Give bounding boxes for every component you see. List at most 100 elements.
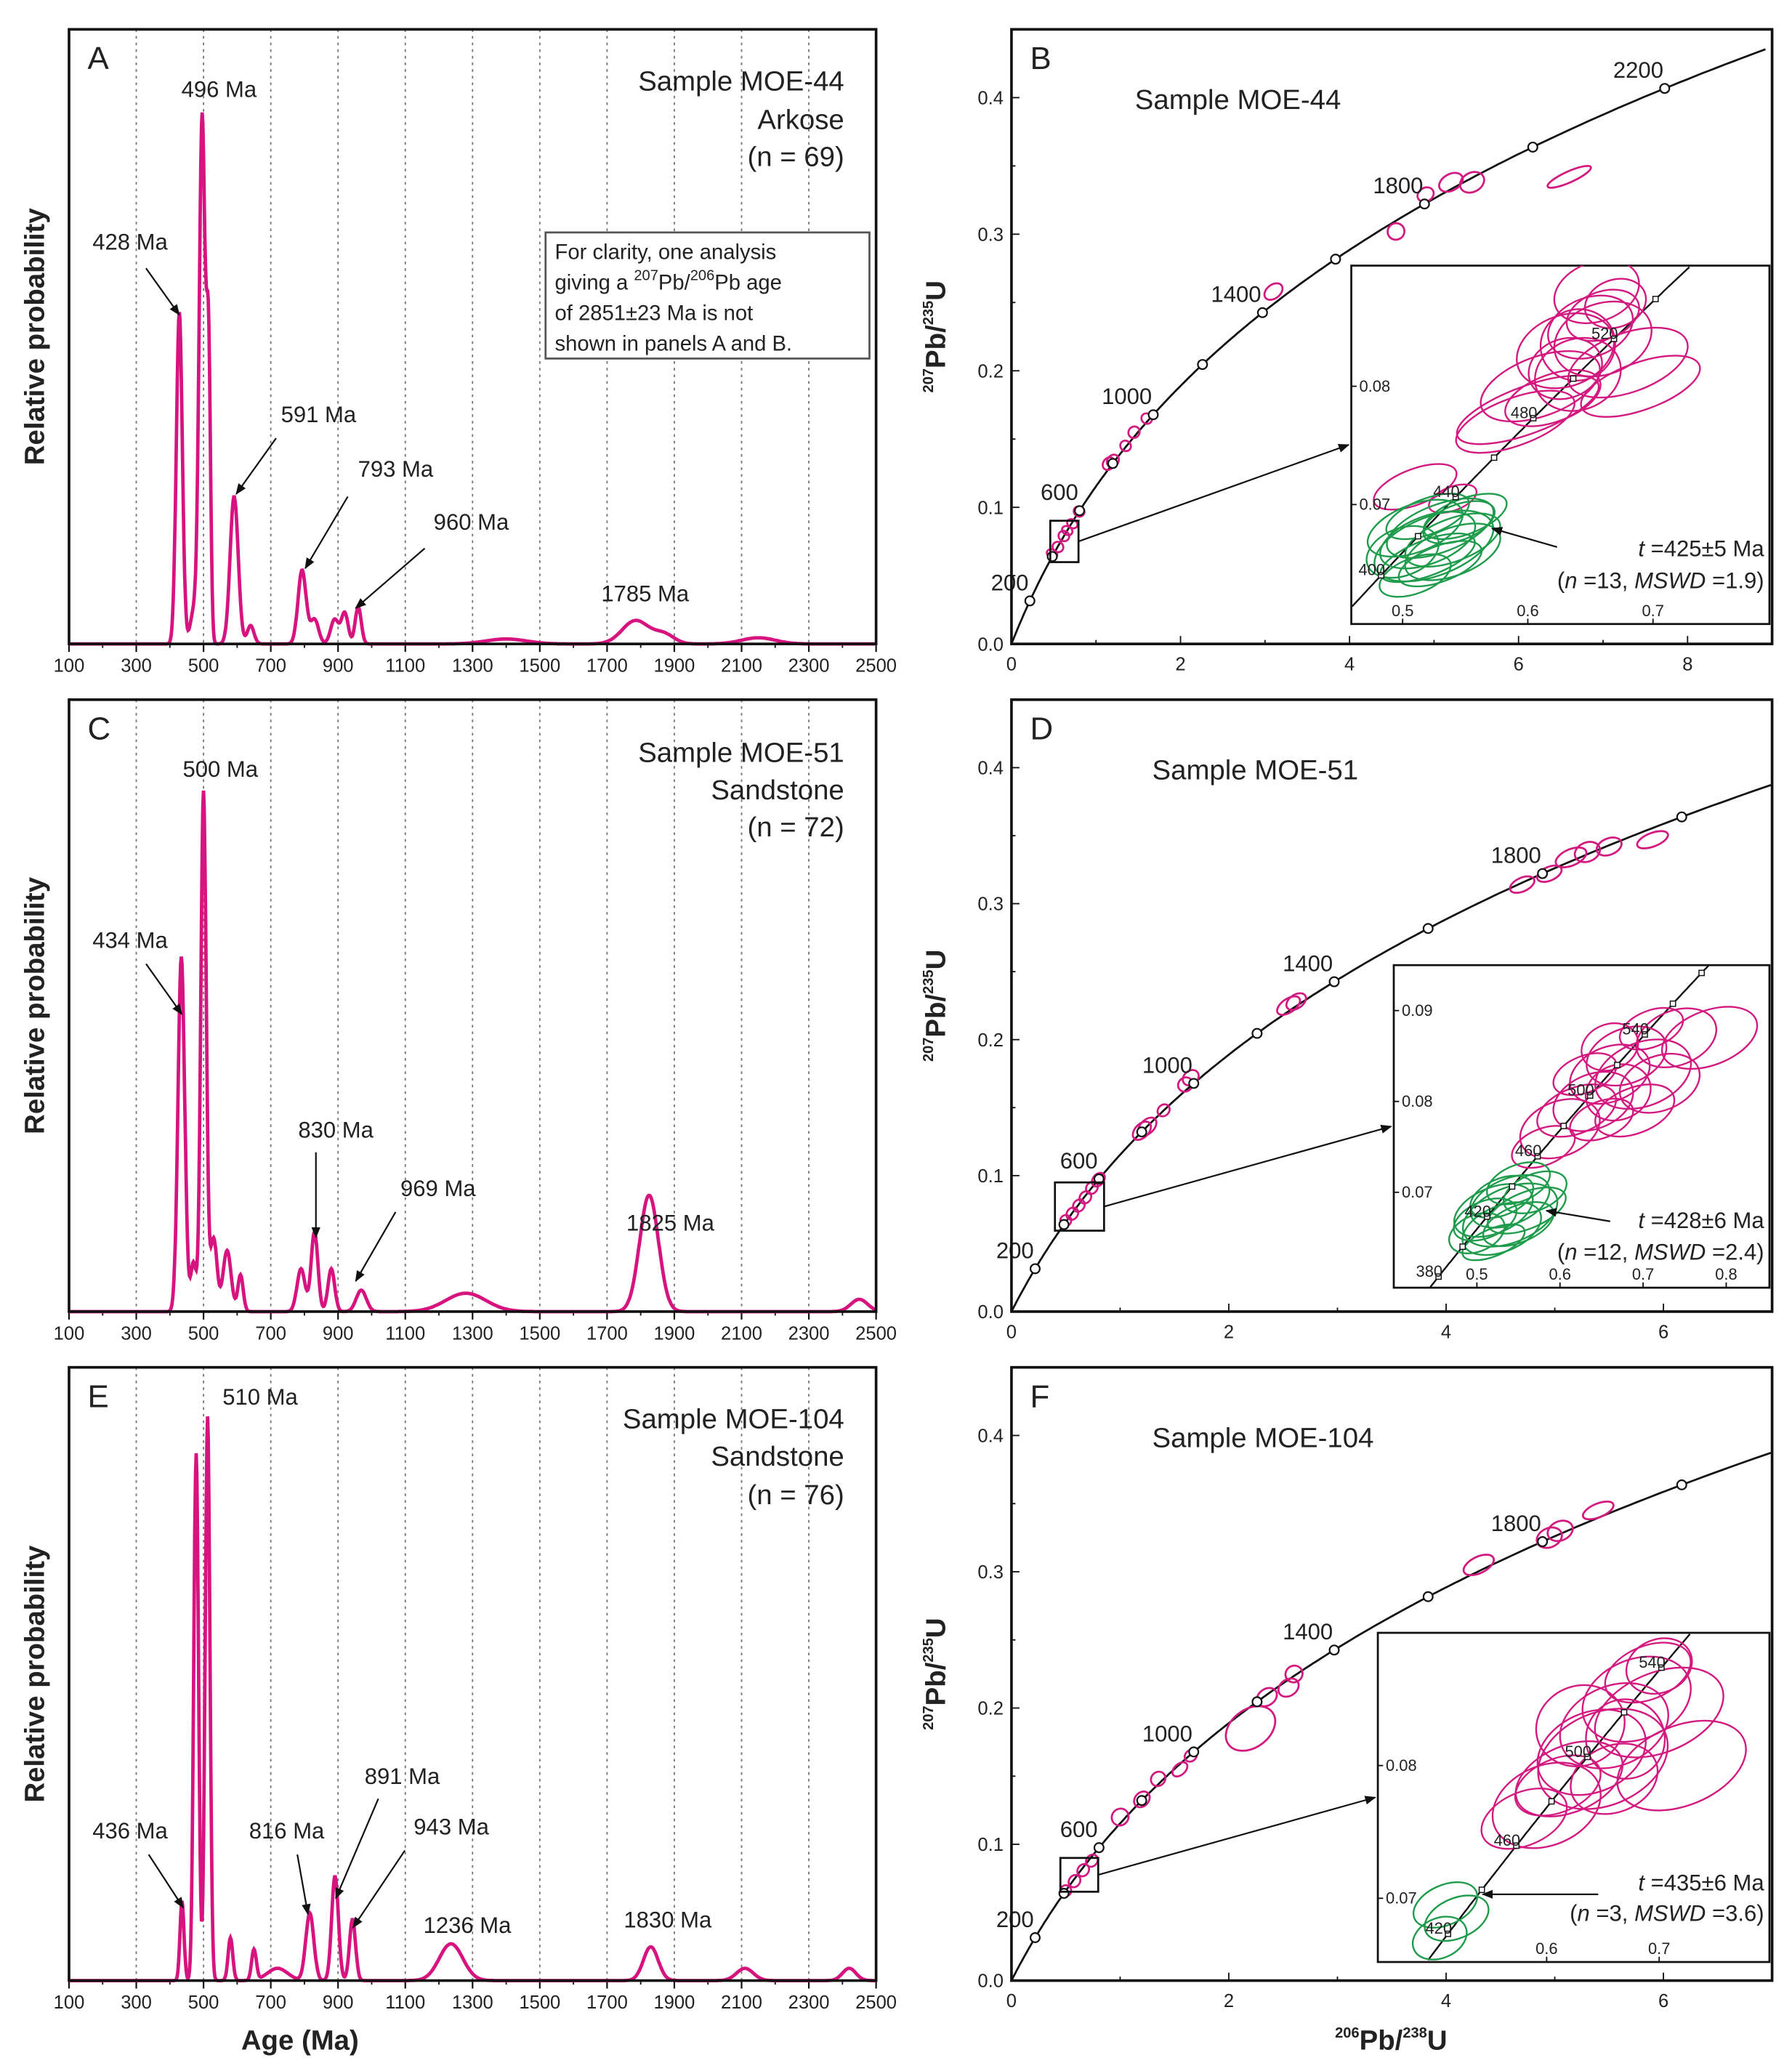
age-marker <box>1418 198 1430 210</box>
green-error-ellipse <box>1487 1186 1567 1235</box>
age-marker <box>1537 868 1549 879</box>
age-marker <box>1136 1126 1147 1138</box>
panel-e: 100 300 500 700 900 1100 1300 1500 1700 1900 2100 2… <box>19 1365 897 2013</box>
concordia-age-label: 2200 <box>1613 57 1663 83</box>
concordia-age-label: 600 <box>1041 480 1078 505</box>
error-ellipse <box>1285 992 1307 1012</box>
magenta-error-ellipse <box>1553 300 1652 378</box>
inset-age-marker <box>1534 1152 1541 1160</box>
magenta-error-ellipse <box>1455 389 1575 454</box>
error-ellipse <box>1387 222 1405 241</box>
age-marker <box>1537 1536 1549 1548</box>
panel-label: D <box>1030 711 1053 747</box>
plot-frame <box>68 698 878 1313</box>
x-tick-label: 4 <box>1344 655 1355 675</box>
inset-x-tick-label: 0.6 <box>1535 1939 1557 1958</box>
inset-y-tick-label: 0.09 <box>1402 1001 1433 1020</box>
inset-age-marker <box>1484 1213 1490 1220</box>
inset-y-tick-label: 0.08 <box>1386 1756 1417 1775</box>
y-tick-label: 0.4 <box>977 759 1004 779</box>
error-ellipse <box>1119 440 1132 453</box>
inset-y-tick-label: 0.07 <box>1360 496 1391 514</box>
concordia-age-label: 1400 <box>1283 1619 1333 1644</box>
concordia-curve <box>1010 784 1772 1312</box>
age-marker <box>1074 505 1086 517</box>
y-tick-label: 0.4 <box>977 88 1004 108</box>
panel-b: 0 2 4 6 8 0.0 0.1 0.2 0.3 0.4 207Pb/235U 200 600 1000… <box>921 28 1774 675</box>
inset-age-label: 420 <box>1425 1919 1452 1937</box>
x-tick-label: 700 <box>255 1323 286 1344</box>
peak-age-label: 510 Ma <box>222 1384 298 1410</box>
x-tick-label: 1700 <box>586 1993 628 2013</box>
sample-info: Sample MOE-44 <box>638 65 844 97</box>
x-tick-label: 1700 <box>586 655 628 676</box>
x-axis-title-age: Age (Ma) <box>241 2025 359 2056</box>
inset-age-label: 480 <box>1511 403 1538 421</box>
x-tick-label: 1300 <box>452 1993 493 2013</box>
x-tick-label: 300 <box>121 1993 152 2013</box>
error-ellipse <box>1535 864 1563 883</box>
sample-info: Arkose <box>757 104 844 135</box>
x-tick-label: 100 <box>54 1323 85 1344</box>
green-error-ellipse <box>1411 1915 1468 1961</box>
x-tick-label: 2500 <box>855 1323 897 1344</box>
green-error-ellipse <box>1448 1212 1506 1255</box>
peak-arrow <box>296 1854 311 1915</box>
sample-info: Sandstone <box>711 775 844 806</box>
x-tick-label: 500 <box>188 655 219 676</box>
error-ellipse <box>1072 1198 1086 1213</box>
inset-age-marker <box>1586 1092 1594 1099</box>
inset-age-label: 460 <box>1494 1831 1521 1849</box>
inset-frame <box>1392 964 1771 1289</box>
inset-age-label: 420 <box>1464 1202 1491 1220</box>
inset-y-tick-label: 0.08 <box>1360 377 1391 395</box>
error-ellipse <box>1156 1103 1171 1118</box>
x-tick-label: 4 <box>1441 1322 1451 1342</box>
inset-age-marker <box>1614 1062 1621 1069</box>
concordia-age-label: 600 <box>1060 1148 1098 1174</box>
inset-age-marker <box>1548 1798 1555 1805</box>
x-tick-label: 900 <box>323 1323 354 1344</box>
result-arrow <box>1545 1208 1610 1222</box>
x-tick-label: 2 <box>1224 1991 1234 2011</box>
peak-arrow <box>355 547 426 609</box>
plot-frame <box>68 28 878 645</box>
error-ellipse <box>1276 995 1301 1016</box>
green-error-ellipse <box>1423 493 1508 540</box>
inset-age-marker <box>1584 1753 1591 1761</box>
magenta-error-ellipse <box>1580 355 1701 418</box>
age-marker <box>1147 409 1159 421</box>
peak-age-label: 1825 Ma <box>626 1211 715 1236</box>
magenta-error-ellipse <box>1519 1098 1601 1160</box>
magenta-error-ellipse <box>1480 1788 1568 1850</box>
age-marker <box>1046 551 1058 562</box>
error-ellipse <box>1581 1501 1615 1521</box>
y-axis-title: 207Pb/235U <box>921 1618 952 1729</box>
y-tick-label: 0.1 <box>977 1835 1004 1855</box>
age-marker <box>1107 458 1118 469</box>
peak-age-label: 891 Ma <box>365 1764 440 1789</box>
x-tick-label: 2 <box>1224 1322 1234 1342</box>
age-marker <box>1188 1078 1200 1089</box>
note-line: For clarity, one analysis <box>555 241 777 264</box>
inset-x-tick-label: 0.5 <box>1392 602 1413 620</box>
concordia-age-label: 200 <box>991 570 1029 595</box>
x-tick-label: 0 <box>1006 1991 1017 2011</box>
error-ellipse <box>1458 171 1485 194</box>
age-marker <box>1676 811 1687 823</box>
probability-curve <box>68 1416 876 1982</box>
peak-age-label: 816 Ma <box>249 1818 325 1844</box>
y-axis-title: Relative probability <box>19 876 50 1134</box>
age-marker <box>1328 1644 1340 1656</box>
inset-y-tick-label: 0.08 <box>1402 1092 1433 1110</box>
peak-arrow <box>352 1849 406 1929</box>
x-tick-label: 2500 <box>855 1993 897 2013</box>
plot-frame <box>68 1365 878 1982</box>
magenta-error-ellipse <box>1552 1070 1634 1132</box>
magenta-error-ellipse <box>1583 278 1647 329</box>
error-ellipse <box>1546 164 1592 189</box>
concordia-age-label: 1800 <box>1491 843 1541 868</box>
probability-curve <box>68 112 876 646</box>
y-axis-title: Relative probability <box>19 1545 50 1803</box>
